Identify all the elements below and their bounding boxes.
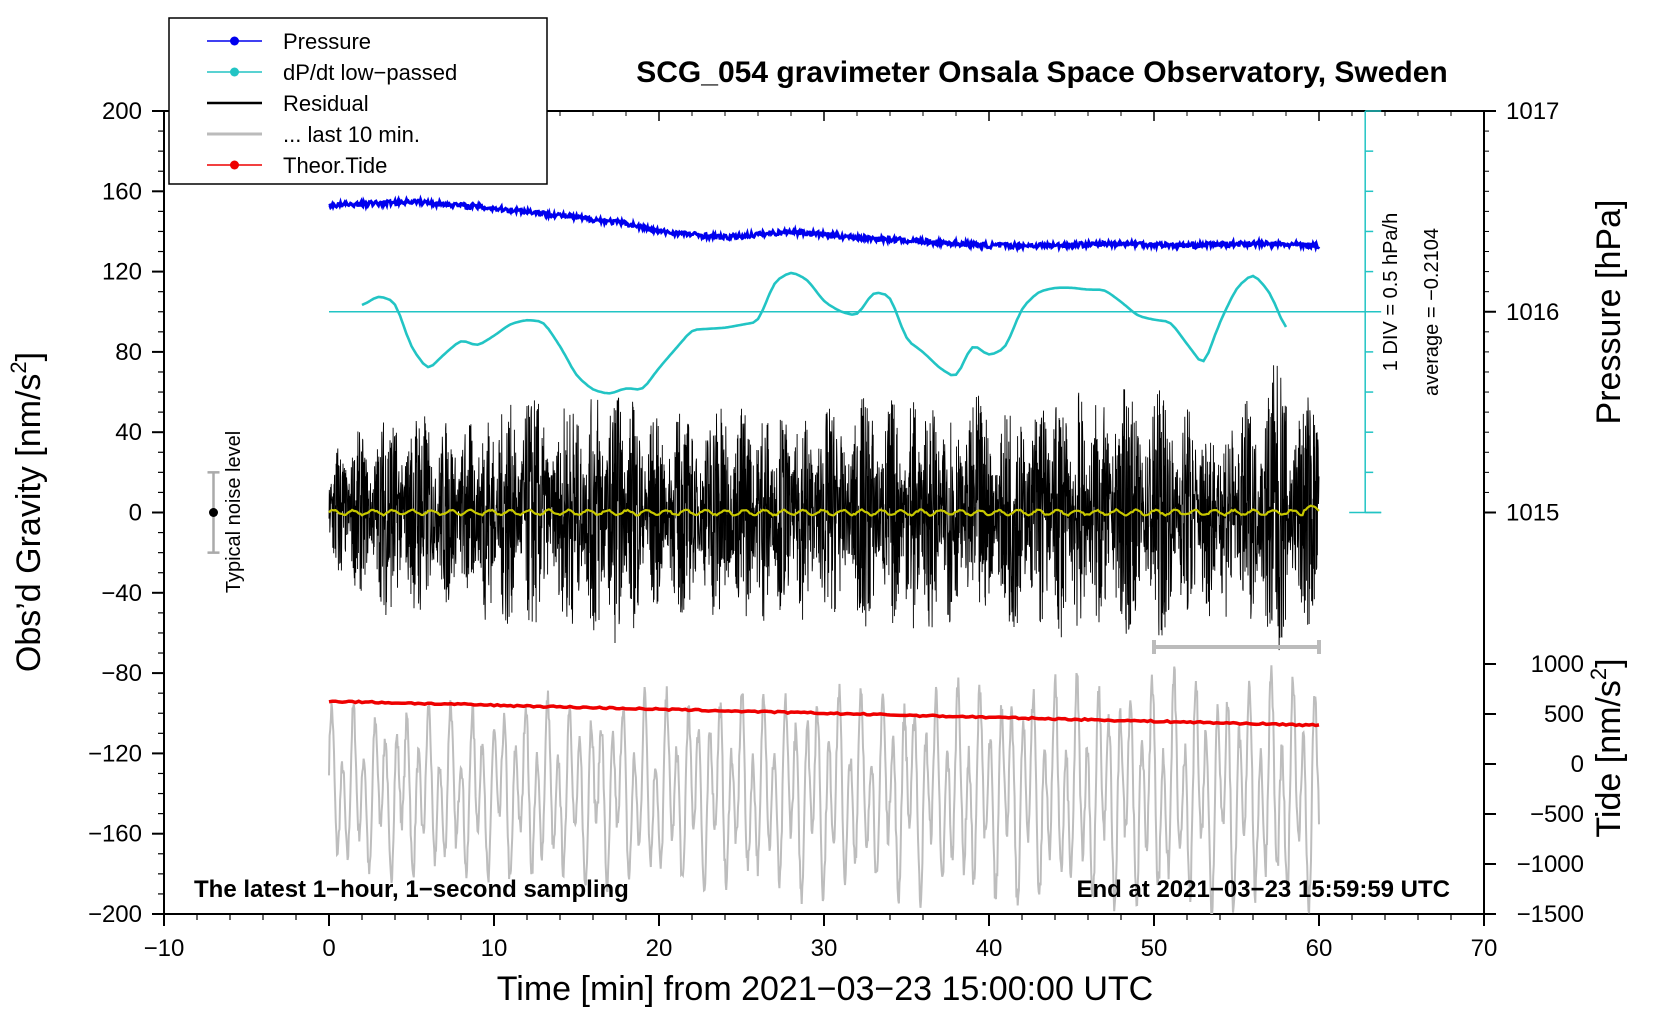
tide-tick-label: −500 bbox=[1530, 801, 1584, 828]
x-tick-label: 60 bbox=[1306, 935, 1333, 962]
legend-swatch-marker bbox=[230, 67, 239, 77]
x-tick-label: −10 bbox=[144, 935, 185, 962]
div-label: 1 DIV = 0.5 hPa/h bbox=[1380, 213, 1402, 371]
tide-tick-label: 0 bbox=[1571, 751, 1584, 778]
legend-swatch-marker bbox=[230, 36, 239, 46]
y-tick-label: −80 bbox=[101, 660, 142, 687]
dpdt-line bbox=[361, 271, 1288, 395]
y-axis-title-tide-end: ] bbox=[1590, 658, 1628, 667]
x-tick-label: 0 bbox=[322, 935, 335, 962]
tide-tick-label: 500 bbox=[1544, 701, 1584, 728]
x-tick-label: 70 bbox=[1471, 935, 1498, 962]
y-axis-pressure: 1017 1016 1015 bbox=[1484, 98, 1559, 527]
pressure-tick-label: 1015 bbox=[1506, 500, 1559, 527]
residual-last10-line bbox=[328, 665, 1320, 914]
theor-tide-series bbox=[328, 699, 1320, 728]
x-tick-label: 50 bbox=[1141, 935, 1168, 962]
y-tick-label: −160 bbox=[88, 821, 142, 848]
residual-series bbox=[328, 365, 1320, 651]
legend-label: ... last 10 min. bbox=[283, 122, 420, 147]
y-axis-title-gravity-sup: 2 bbox=[6, 361, 31, 373]
y-axis-title-pressure: Pressure [hPa] bbox=[1590, 200, 1628, 425]
y-tick-label: 80 bbox=[115, 339, 142, 366]
smoothed-residual-line bbox=[328, 504, 1320, 517]
x-tick-label: 20 bbox=[646, 935, 673, 962]
pressure-line bbox=[328, 194, 1321, 254]
y-tick-label: 200 bbox=[102, 98, 142, 125]
pressure-tick-label: 1016 bbox=[1506, 299, 1559, 326]
dpdt-scale-bar bbox=[1349, 110, 1382, 514]
x-tick-label: 30 bbox=[811, 935, 838, 962]
legend-label: Theor.Tide bbox=[283, 153, 387, 178]
y-axis-title-gravity: Obs’d Gravity [nm/s2] bbox=[6, 352, 48, 672]
last-10min-bar bbox=[1152, 640, 1321, 654]
theor-tide-line bbox=[328, 699, 1320, 728]
y-tick-label: −200 bbox=[88, 901, 142, 928]
x-tick-label: 40 bbox=[976, 935, 1003, 962]
dpdt-series bbox=[329, 271, 1377, 395]
end-time-label: End at 2021−03−23 15:59:59 UTC bbox=[1076, 876, 1450, 903]
noise-center-dot bbox=[209, 508, 218, 517]
y-axis-title-gravity-main: Obs’d Gravity [nm/s bbox=[10, 374, 48, 673]
x-axis-title: Time [min] from 2021−03−23 15:00:00 UTC bbox=[497, 970, 1153, 1008]
legend-box bbox=[168, 17, 548, 185]
latest-hour-label: The latest 1−hour, 1−second sampling bbox=[194, 876, 629, 903]
tide-tick-label: 1000 bbox=[1531, 651, 1584, 678]
legend-swatch-marker bbox=[230, 160, 239, 170]
legend-label: Pressure bbox=[283, 29, 371, 54]
y-axis-gravity: 200 160 120 80 40 0 −40 −80 −120 −160 −200 bbox=[88, 98, 164, 928]
y-axis-title-tide: Tide [nm/s2] bbox=[1586, 658, 1628, 837]
y-tick-label: −40 bbox=[101, 580, 142, 607]
x-axis: −10 0 10 20 30 40 50 60 70 bbox=[144, 111, 1498, 962]
y-axis-tide: 1000 500 0 −500 −1000 −1500 bbox=[1484, 651, 1584, 928]
residual-last-10min-series bbox=[328, 665, 1320, 914]
y-tick-label: 0 bbox=[129, 500, 142, 527]
residual-line bbox=[328, 365, 1320, 651]
x-tick-label: 10 bbox=[481, 935, 508, 962]
y-axis-title-tide-main: Tide [nm/s bbox=[1590, 680, 1628, 837]
pressure-tick-label: 1017 bbox=[1506, 98, 1559, 125]
y-axis-title-tide-sup: 2 bbox=[1586, 668, 1611, 680]
legend-label: dP/dt low−passed bbox=[283, 60, 457, 85]
tide-tick-label: −1000 bbox=[1517, 851, 1584, 878]
legend: Pressure dP/dt low−passed Residual ... last… bbox=[168, 17, 548, 185]
average-label: average = −0.2104 bbox=[1421, 228, 1443, 396]
y-tick-label: 120 bbox=[102, 259, 142, 286]
chart-title: SCG_054 gravimeter Onsala Space Observat… bbox=[636, 56, 1448, 89]
typical-noise-label: Typical noise level bbox=[223, 431, 245, 593]
y-tick-label: 160 bbox=[102, 178, 142, 205]
y-tick-label: −120 bbox=[88, 740, 142, 767]
y-tick-label: 40 bbox=[115, 419, 142, 446]
smoothed-residual-series bbox=[328, 504, 1320, 517]
tide-tick-label: −1500 bbox=[1517, 901, 1584, 928]
legend-label: Residual bbox=[283, 91, 369, 116]
pressure-series bbox=[328, 194, 1321, 254]
typical-noise-marker bbox=[207, 471, 220, 554]
y-axis-title-gravity-end: ] bbox=[10, 352, 48, 361]
